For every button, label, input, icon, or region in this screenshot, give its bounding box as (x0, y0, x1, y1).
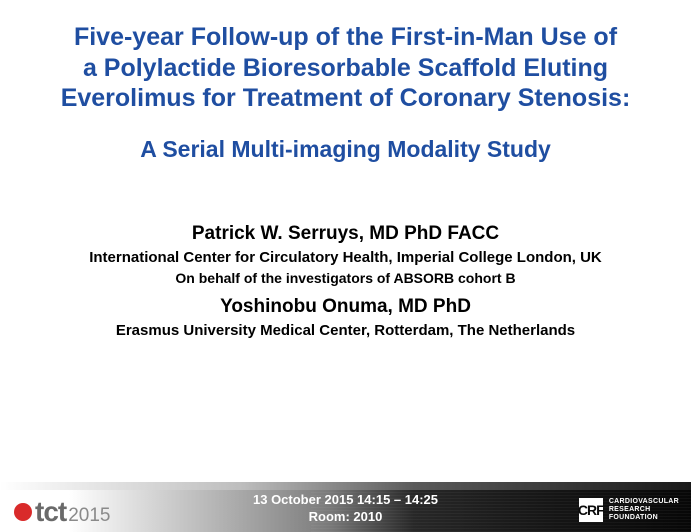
crf-box-icon: CRF (579, 498, 603, 522)
title-line-2: a Polylactide Bioresorbable Scaffold Elu… (83, 54, 608, 82)
slide: Five-year Follow-up of the First-in-Man … (0, 0, 691, 532)
author-1-name: Patrick W. Serruys, MD PhD FACC (0, 223, 691, 245)
title-line-1: Five-year Follow-up of the First-in-Man … (74, 23, 617, 51)
crf-line-1: CARDIOVASCULAR (609, 498, 679, 505)
tct-logo: tct 2015 (14, 496, 111, 528)
crf-line-2: RESEARCH (609, 506, 651, 513)
crf-logo: CRF CARDIOVASCULAR RESEARCH FOUNDATION (579, 498, 679, 522)
tct-text: tct (35, 496, 66, 528)
footer-band (0, 482, 691, 490)
author-2-name: Yoshinobu Onuma, MD PhD (0, 296, 691, 318)
crf-line-3: FOUNDATION (609, 514, 658, 521)
crf-abbr: CRF (578, 502, 604, 518)
authors-block: Patrick W. Serruys, MD PhD FACC Internat… (0, 223, 691, 339)
title-line-3: Everolimus for Treatment of Coronary Ste… (61, 84, 631, 112)
author-1-affiliation: International Center for Circulatory Hea… (0, 249, 691, 266)
tct-year: 2015 (68, 505, 110, 527)
crf-text: CARDIOVASCULAR RESEARCH FOUNDATION (609, 498, 679, 521)
title-main: Five-year Follow-up of the First-in-Man … (30, 22, 661, 114)
session-room: Room: 2010 (309, 509, 383, 524)
session-info: 13 October 2015 14:15 – 14:25 Room: 2010 (253, 492, 438, 526)
title-block: Five-year Follow-up of the First-in-Man … (0, 0, 691, 163)
slide-footer: tct 2015 13 October 2015 14:15 – 14:25 R… (0, 482, 691, 532)
author-1-behalf: On behalf of the investigators of ABSORB… (0, 270, 691, 286)
session-datetime: 13 October 2015 14:15 – 14:25 (253, 492, 438, 507)
title-subtitle: A Serial Multi-imaging Modality Study (30, 136, 661, 163)
author-2-affiliation: Erasmus University Medical Center, Rotte… (0, 322, 691, 339)
tct-dot-icon (14, 503, 32, 521)
